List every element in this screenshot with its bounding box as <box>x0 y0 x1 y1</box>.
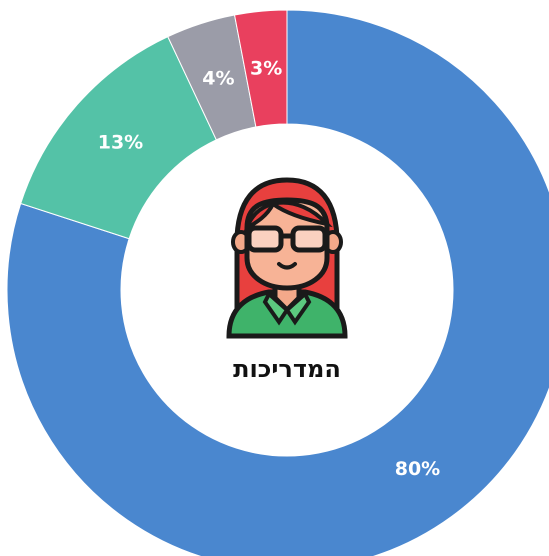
donut-slice <box>6 9 549 556</box>
person-icon <box>226 177 348 339</box>
slices <box>6 9 549 556</box>
value-label: 80% <box>395 458 440 480</box>
donut-slice <box>233 9 288 128</box>
value-label: 3% <box>250 57 282 79</box>
value-label: 13% <box>98 132 143 154</box>
labels: 80% 13% 4% 3% <box>98 57 440 480</box>
center-title: המדריכות <box>233 355 341 383</box>
value-label: 4% <box>202 67 234 89</box>
